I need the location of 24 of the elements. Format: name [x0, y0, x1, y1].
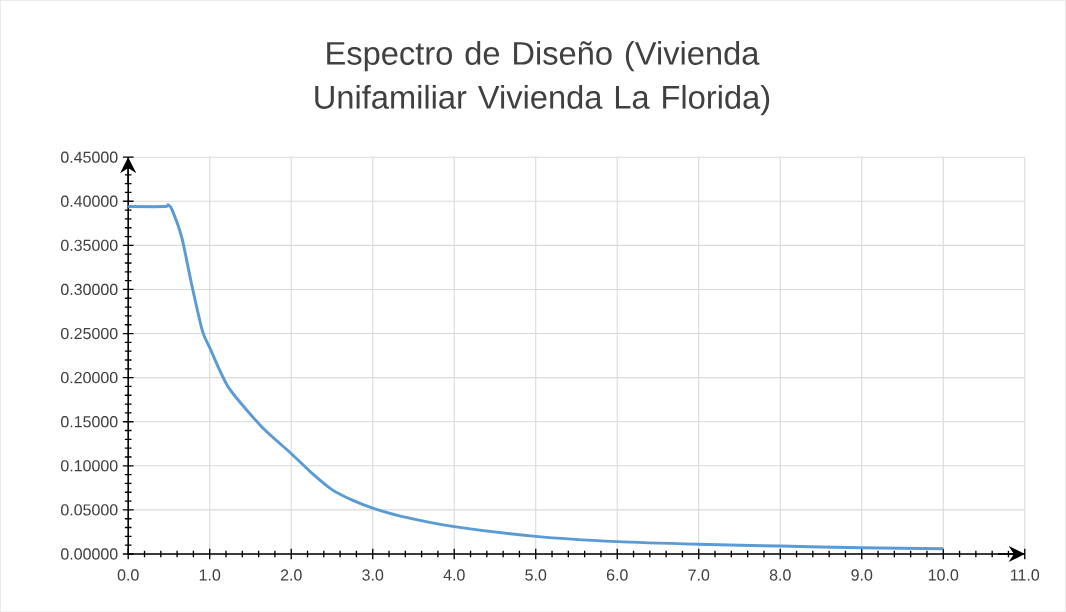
y-tick-label: 0.25000	[60, 327, 118, 340]
x-tick-label: 4.0	[443, 569, 465, 581]
x-tick-label: 11.0	[1011, 569, 1040, 581]
y-tick-label: 0.40000	[60, 195, 118, 207]
y-tick-label: 0.30000	[60, 283, 118, 295]
y-tick-label: 0.15000	[60, 415, 118, 428]
y-tick-label: 0.45000	[60, 151, 118, 163]
x-tick-label: 2.0	[280, 569, 302, 581]
x-tick-label: 3.0	[362, 569, 384, 581]
x-tick-label: 8.0	[769, 569, 791, 581]
x-tick-label: 0.0	[117, 569, 139, 581]
y-tick-label: 0.20000	[60, 371, 118, 384]
x-tick-label: 7.0	[688, 569, 710, 581]
line-series	[126, 203, 945, 551]
y-tick-label: 0.35000	[60, 239, 118, 251]
y-tick-label: 0.10000	[60, 460, 118, 472]
y-tick-label: 0.05000	[60, 504, 118, 516]
x-tick-label: 10.0	[928, 569, 959, 581]
x-tick-label: 1.0	[199, 569, 221, 581]
x-tick-label: 5.0	[525, 569, 547, 581]
x-tick-label: 6.0	[606, 569, 628, 581]
x-tick-label: 9.0	[851, 569, 873, 581]
y-tick-label: 0.00000	[60, 548, 118, 560]
chart-title: Espectro de Diseño (Vivienda Unifamiliar Vivienda La Florida)	[315, 40, 770, 116]
